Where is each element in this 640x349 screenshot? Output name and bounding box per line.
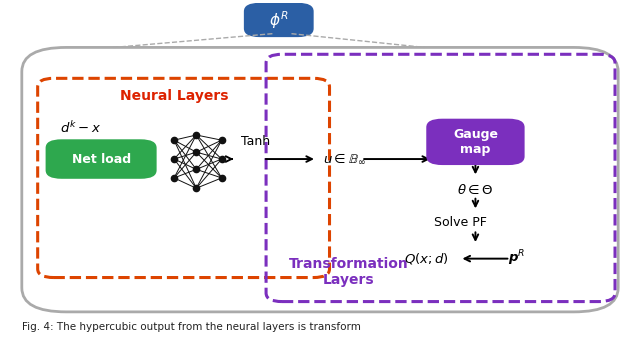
FancyBboxPatch shape xyxy=(244,3,314,37)
FancyBboxPatch shape xyxy=(426,119,525,165)
Text: $Q(x;d)$: $Q(x;d)$ xyxy=(404,251,449,266)
FancyBboxPatch shape xyxy=(45,139,157,179)
Text: $\phi^R$: $\phi^R$ xyxy=(269,9,289,31)
Text: Fig. 4: The hypercubic output from the neural layers is transform: Fig. 4: The hypercubic output from the n… xyxy=(22,322,361,332)
Text: $u \in \mathbb{B}_\infty$: $u \in \mathbb{B}_\infty$ xyxy=(323,152,366,166)
Text: Transformation
Layers: Transformation Layers xyxy=(289,257,408,288)
Text: $\boldsymbol{p}^R$: $\boldsymbol{p}^R$ xyxy=(508,249,525,268)
Text: $\theta \in \Theta$: $\theta \in \Theta$ xyxy=(457,183,493,197)
Text: Solve PF: Solve PF xyxy=(434,216,487,229)
FancyBboxPatch shape xyxy=(22,47,618,312)
Text: $d^k - x$: $d^k - x$ xyxy=(60,120,101,136)
Text: Tanh: Tanh xyxy=(241,135,270,148)
Text: Neural Layers: Neural Layers xyxy=(120,89,228,103)
Text: Gauge
map: Gauge map xyxy=(453,128,498,156)
Text: Net load: Net load xyxy=(72,153,131,165)
